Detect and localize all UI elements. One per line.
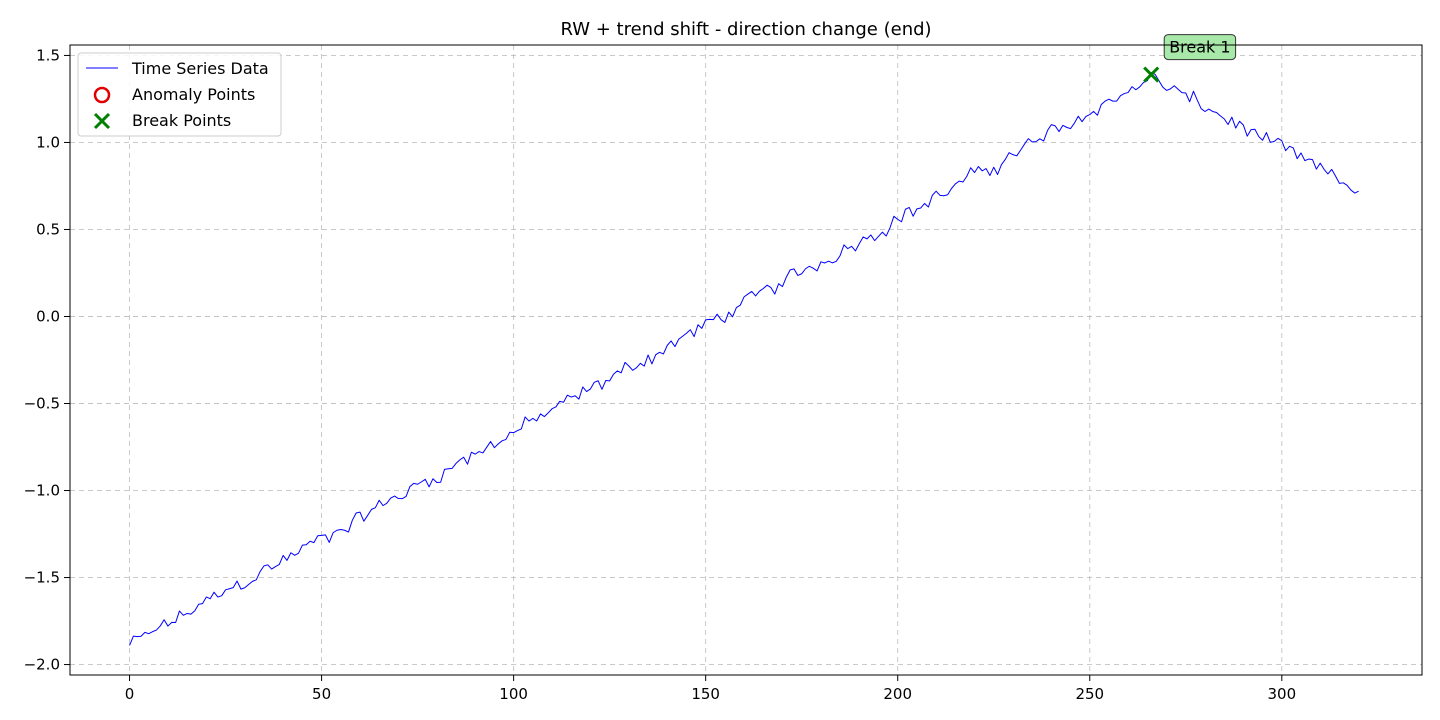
y-tick-label: −1.5 [24, 569, 60, 587]
legend-frame [77, 52, 282, 137]
annotation-label: Break 1 [1169, 38, 1230, 57]
plot-frame [69, 44, 1423, 676]
x-tick-label: 0 [125, 685, 135, 703]
break-point-marker [1143, 66, 1160, 83]
series-line-time-series [129, 72, 1359, 646]
legend-entry-break: Break Points [132, 111, 231, 130]
marks-layer: Break 1 [1143, 34, 1237, 83]
legend-entry-time-series: Time Series Data [131, 59, 269, 78]
x-tick-label: 100 [499, 685, 528, 703]
y-tick-label: −2.0 [24, 656, 60, 674]
annotation-box [1163, 34, 1237, 61]
series-layer [129, 72, 1359, 646]
y-tick-label: 0.0 [36, 307, 60, 325]
legend-anomaly-marker [93, 86, 111, 104]
y-tick-label: 0.5 [36, 220, 60, 238]
x-tick-label: 250 [1075, 685, 1104, 703]
y-tick-label: −1.0 [24, 482, 60, 500]
legend-entry-anomaly: Anomaly Points [132, 85, 255, 104]
grid [70, 45, 1422, 675]
annotation-break: Break 1 [1163, 34, 1237, 61]
y-tick-label: 1.5 [36, 46, 60, 64]
axes: 0 50 100 150 200 250 300 −2.0 −1.5 −1.0 −0.5 0.0 0.5… [24, 46, 1297, 703]
x-tick-label: 150 [691, 685, 720, 703]
x-tick-label: 300 [1267, 685, 1296, 703]
legend: Time Series Data Anomaly Points Break Po… [77, 52, 282, 137]
y-tick-label: −0.5 [24, 395, 60, 413]
legend-break-marker [93, 112, 111, 130]
y-tick-label: 1.0 [36, 133, 60, 151]
x-tick-label: 200 [883, 685, 912, 703]
chart-title: RW + trend shift - direction change (end… [560, 19, 931, 40]
x-tick-label: 50 [312, 685, 331, 703]
